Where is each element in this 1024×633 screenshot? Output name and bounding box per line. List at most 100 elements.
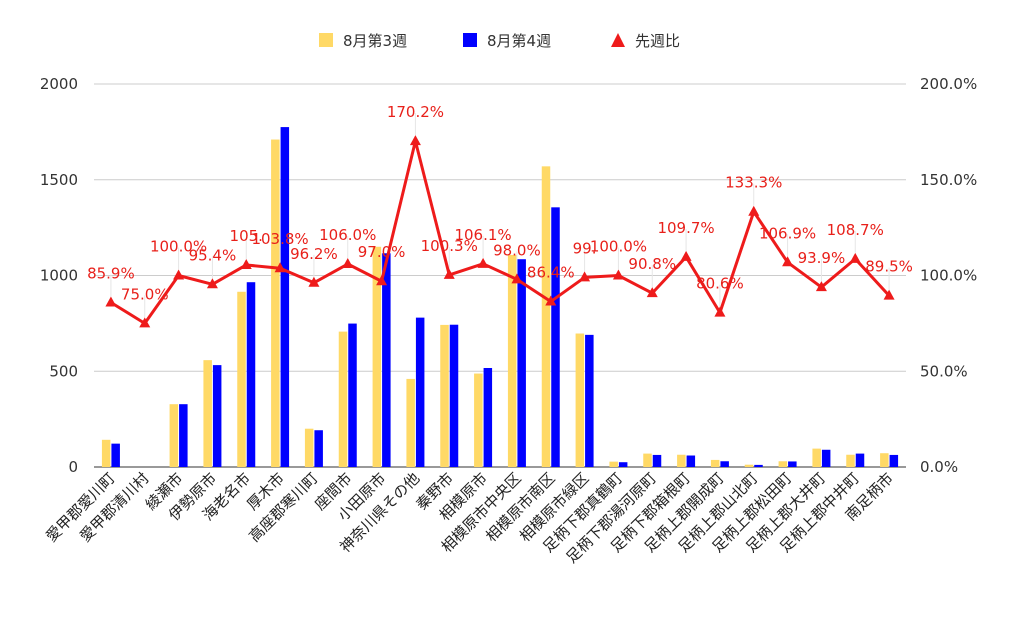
- bar-week4: [246, 282, 256, 467]
- ratio-marker: [646, 287, 658, 298]
- right-tick-label: 150.0%: [920, 171, 977, 189]
- ratio-marker: [376, 275, 388, 286]
- bar-week4: [382, 253, 391, 467]
- ratio-data-label: 100.0%: [590, 238, 647, 256]
- bar-week3: [440, 324, 449, 467]
- legend-swatch: [319, 33, 333, 47]
- legend: 8月第3週 8月第4週 先週比: [319, 32, 680, 50]
- ratio-marker: [173, 269, 185, 280]
- bar-week3: [778, 461, 788, 467]
- legend-label: 8月第4週: [487, 32, 551, 50]
- bar-week3: [846, 454, 855, 467]
- bar-week3: [744, 464, 754, 467]
- ratio-data-label: 95.4%: [189, 246, 237, 264]
- ratio-line: 85.9%75.0%100.0%95.4%105.103.8%96.2%106.…: [87, 103, 913, 328]
- ratio-data-label: 97.0%: [358, 243, 406, 261]
- bar-week3: [338, 331, 348, 467]
- ratio-marker: [139, 317, 151, 328]
- right-axis: 0.0% 50.0% 100.0% 150.0% 200.0%: [920, 75, 977, 476]
- ratio-marker: [477, 257, 489, 268]
- ratio-data-label: 100.3%: [421, 237, 478, 255]
- ratio-data-label: 109.7%: [657, 219, 714, 237]
- bar-week3: [575, 333, 585, 467]
- ratio-marker: [815, 281, 827, 292]
- ratio-data-label: 133.3%: [725, 174, 782, 192]
- bar-week4: [686, 455, 696, 467]
- bar-week3: [507, 255, 517, 467]
- bar-week3: [677, 454, 686, 467]
- right-tick-label: 0.0%: [920, 458, 958, 476]
- ratio-data-label: 85.9%: [87, 265, 135, 283]
- bar-week4: [179, 404, 188, 467]
- ratio-marker: [206, 278, 218, 289]
- bar-week3: [203, 360, 212, 467]
- bar-week4: [449, 324, 459, 467]
- ratio-marker: [545, 295, 557, 306]
- bar-week3: [880, 453, 889, 467]
- bar-week4: [652, 454, 662, 467]
- ratio-marker: [240, 258, 252, 269]
- bar-week3: [812, 448, 821, 467]
- ratio-marker: [748, 205, 760, 216]
- ratio-data-label: 100.0%: [150, 238, 207, 256]
- ratio-marker: [409, 135, 421, 146]
- bar-week4: [483, 367, 493, 467]
- ratio-marker: [782, 256, 794, 267]
- legend-swatch: [611, 33, 625, 47]
- bar-week4: [585, 334, 594, 467]
- bar-week4: [111, 443, 120, 467]
- left-tick-label: 1500: [40, 171, 78, 189]
- bar-week3: [101, 439, 111, 467]
- ratio-data-label: 108.7%: [827, 221, 884, 239]
- ratio-data-label: 75.0%: [121, 285, 169, 303]
- bar-week4: [821, 449, 831, 467]
- ratio-data-label: 103.8%: [251, 230, 308, 248]
- ratio-data-label: 98.0%: [493, 241, 541, 259]
- ratio-data-label: 96.2%: [290, 245, 338, 263]
- ratio-data-label: 99.: [573, 239, 597, 257]
- bar-week3: [710, 459, 720, 467]
- legend-label: 8月第3週: [343, 32, 407, 50]
- bar-week4: [720, 461, 729, 467]
- bar-week3: [643, 453, 652, 467]
- legend-label: 先週比: [635, 32, 680, 50]
- ratio-data-label: 106.0%: [319, 226, 376, 244]
- ratio-data-label: 80.6%: [696, 275, 744, 293]
- ratio-data-label: 106.1%: [454, 226, 511, 244]
- ratio-data-label: 90.8%: [628, 255, 676, 273]
- bar-week3: [541, 166, 551, 467]
- bar-week4: [754, 464, 763, 467]
- left-axis: 0 500 1000 1500 2000: [40, 75, 78, 476]
- ratio-marker: [849, 252, 861, 263]
- bar-week4: [788, 461, 797, 467]
- bar-week4: [415, 317, 425, 467]
- bar-week3: [609, 461, 618, 467]
- bar-week3: [169, 404, 179, 467]
- bar-week4: [314, 430, 323, 467]
- ratio-marker: [883, 289, 895, 300]
- left-tick-label: 1000: [40, 267, 78, 285]
- ratio-data-label: 89.5%: [865, 258, 913, 276]
- bar-week4: [517, 259, 526, 467]
- bar-week4: [348, 323, 357, 467]
- ratio-marker: [680, 250, 692, 261]
- bar-week4: [618, 462, 628, 467]
- ratio-data-label: 106.9%: [759, 224, 816, 242]
- ratio-marker: [511, 273, 523, 284]
- right-tick-label: 100.0%: [920, 267, 977, 285]
- bar-week4: [212, 365, 222, 467]
- bar-week4: [855, 453, 865, 467]
- left-tick-label: 500: [49, 362, 78, 380]
- ratio-marker: [612, 269, 624, 280]
- bars: [101, 127, 899, 468]
- bar-week3: [474, 373, 483, 467]
- right-tick-label: 200.0%: [920, 75, 977, 93]
- ratio-marker: [443, 268, 455, 279]
- bar-week4: [889, 454, 899, 467]
- legend-swatch: [463, 33, 477, 47]
- bar-week3: [271, 139, 280, 467]
- bar-week4: [280, 127, 290, 468]
- ratio-marker: [308, 276, 320, 287]
